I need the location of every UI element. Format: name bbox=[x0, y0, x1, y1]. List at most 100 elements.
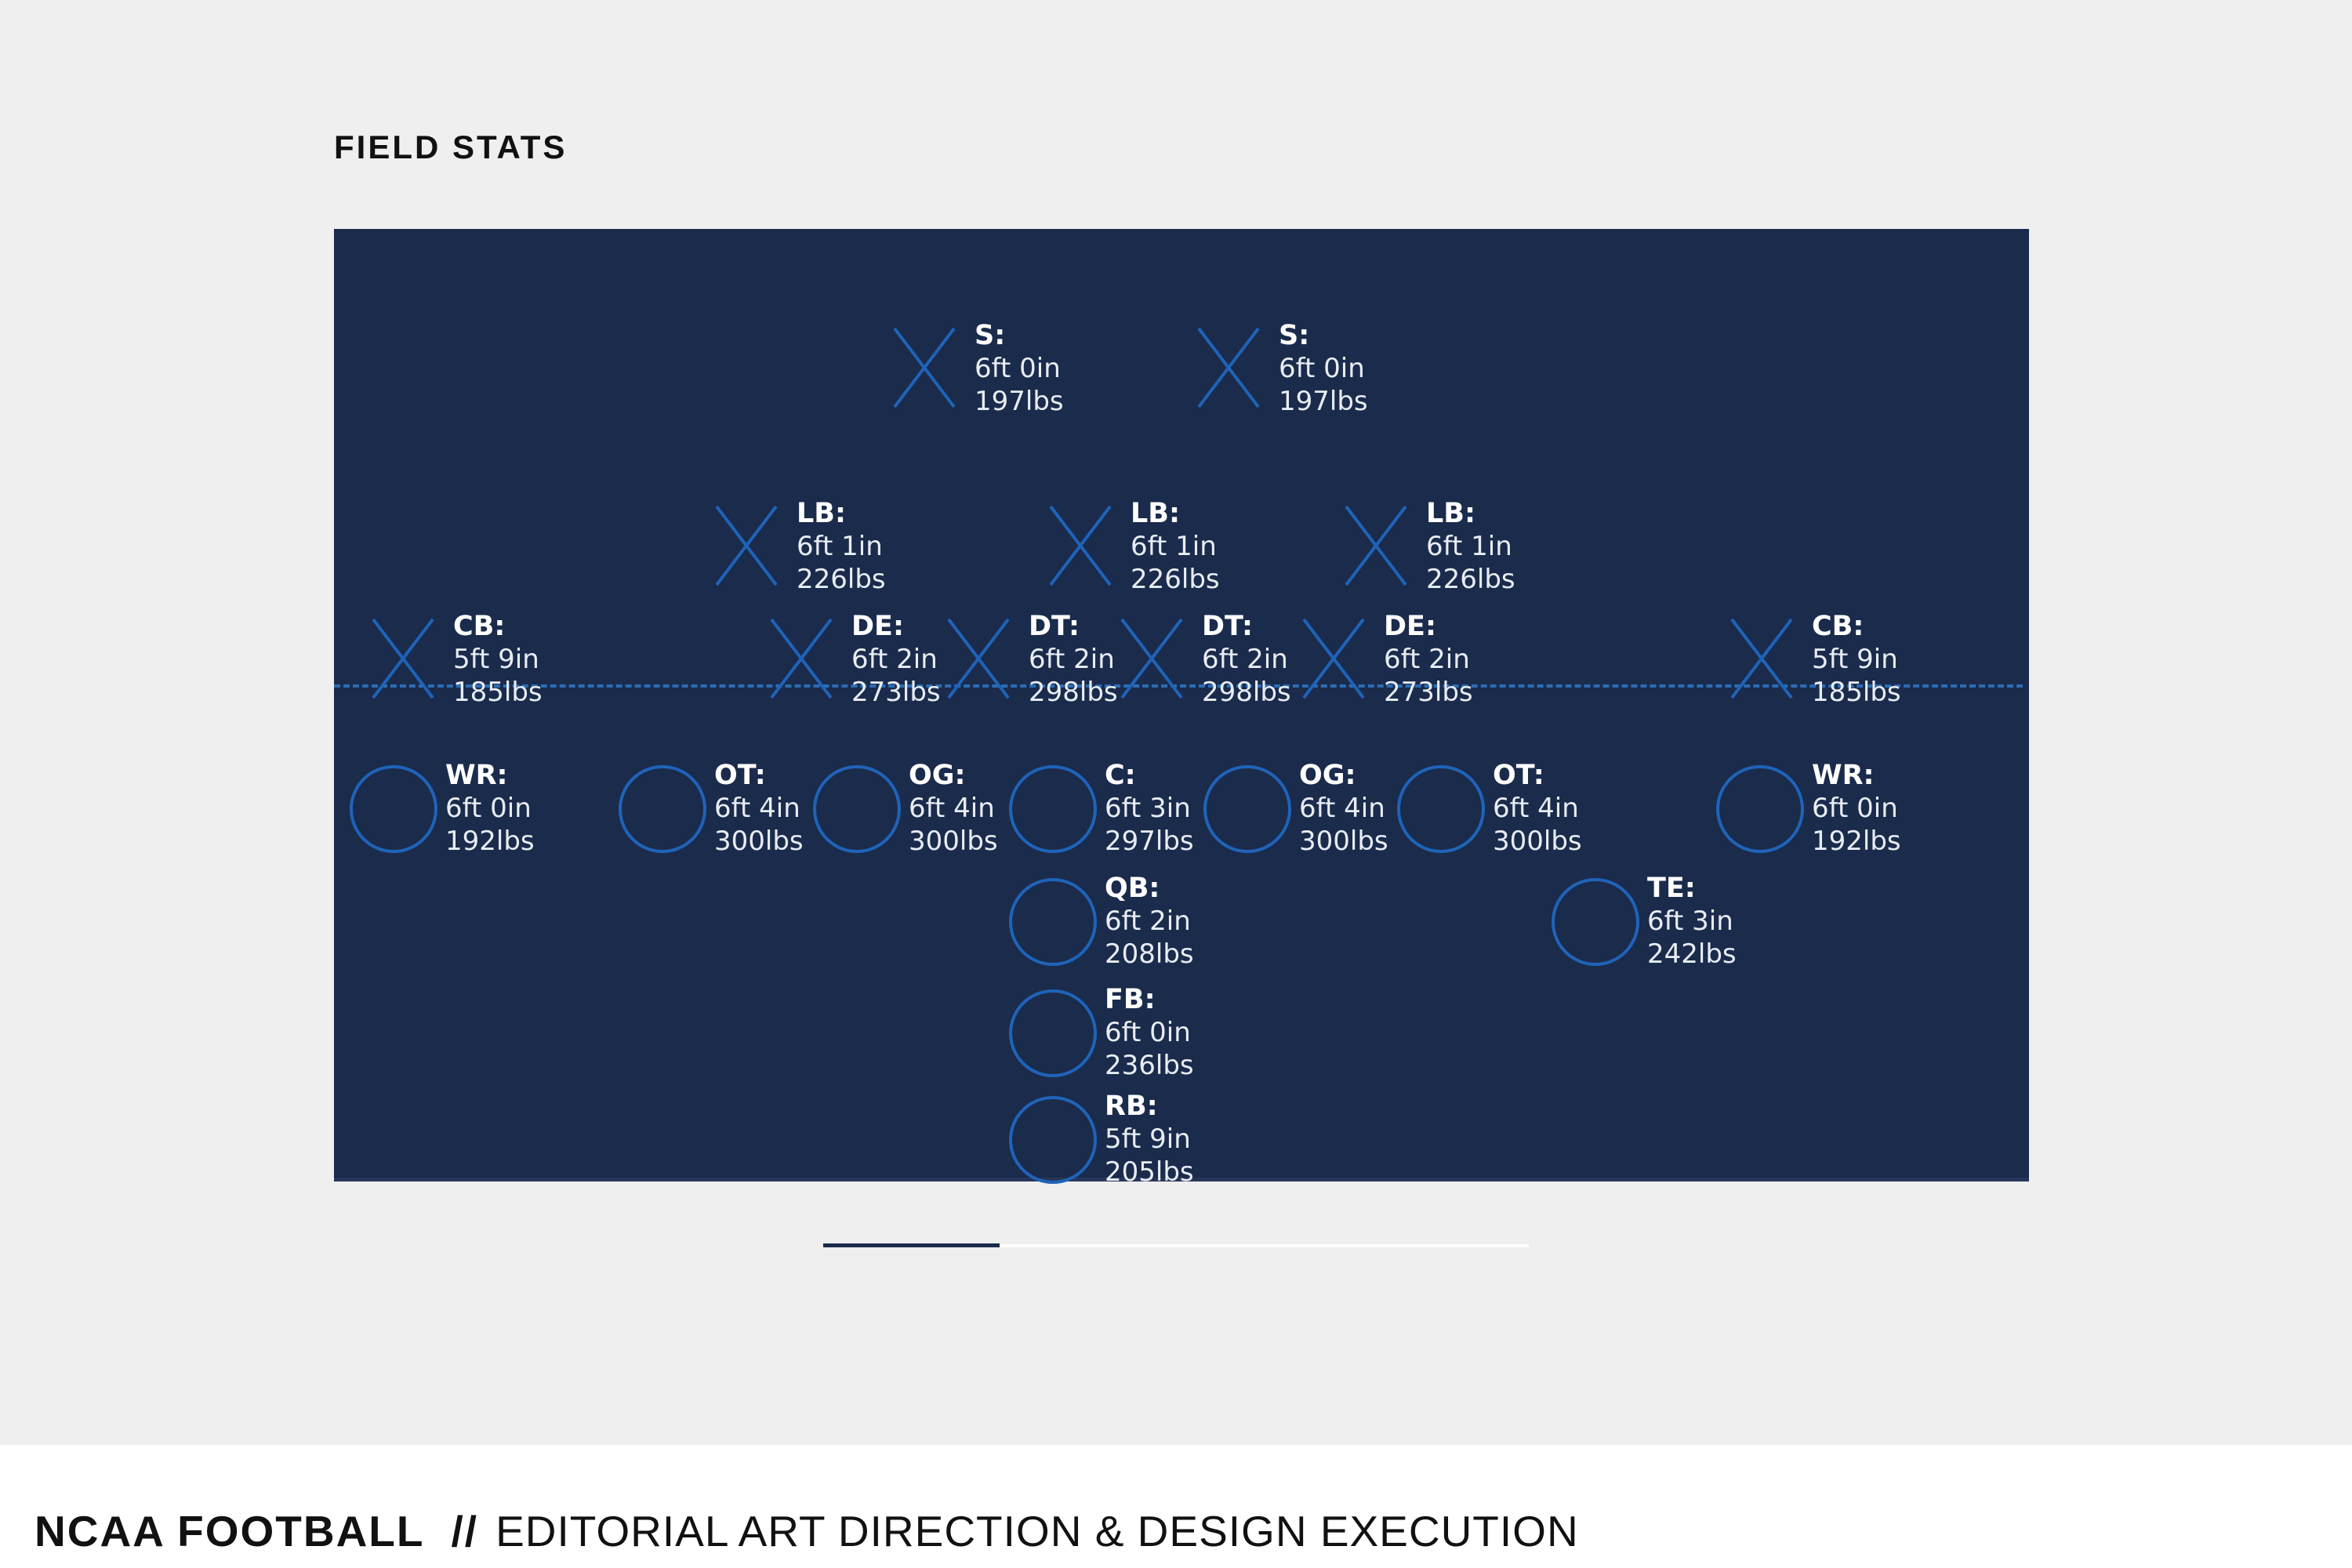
position-label: CB: bbox=[453, 611, 506, 642]
player-stats: LB: 6ft 1in 226lbs bbox=[1131, 497, 1220, 596]
player-stats: WR: 6ft 0in 192lbs bbox=[445, 759, 535, 858]
weight-value: 298lbs bbox=[1202, 677, 1291, 708]
position-label: DT: bbox=[1029, 611, 1080, 642]
weight-value: 300lbs bbox=[714, 826, 804, 857]
circle-marker-icon[interactable] bbox=[1202, 764, 1293, 855]
x-marker-icon[interactable] bbox=[1726, 616, 1796, 702]
player-stats: FB: 6ft 0in 236lbs bbox=[1105, 983, 1194, 1082]
footer-caption: NCAA FOOTBALL // EDITORIAL ART DIRECTION &… bbox=[34, 1506, 1579, 1556]
carousel-progress[interactable] bbox=[823, 1243, 1529, 1247]
position-label: QB: bbox=[1105, 873, 1160, 904]
position-label: DE: bbox=[851, 611, 904, 642]
player-stats: OG: 6ft 4in 300lbs bbox=[909, 759, 998, 858]
weight-value: 185lbs bbox=[1812, 677, 1901, 708]
weight-value: 226lbs bbox=[1426, 564, 1515, 595]
circle-marker-icon[interactable] bbox=[1550, 877, 1641, 967]
height-value: 6ft 0in bbox=[975, 353, 1061, 384]
weight-value: 297lbs bbox=[1105, 826, 1194, 857]
x-marker-icon[interactable] bbox=[1298, 616, 1368, 702]
player-stats: OT: 6ft 4in 300lbs bbox=[714, 759, 804, 858]
height-value: 6ft 2in bbox=[1202, 644, 1288, 675]
height-value: 6ft 4in bbox=[714, 793, 800, 824]
weight-value: 236lbs bbox=[1105, 1050, 1194, 1081]
footer-brand: NCAA FOOTBALL bbox=[34, 1507, 425, 1555]
position-label: DT: bbox=[1202, 611, 1254, 642]
height-value: 6ft 4in bbox=[909, 793, 995, 824]
player-stats: OT: 6ft 4in 300lbs bbox=[1493, 759, 1582, 858]
position-label: OT: bbox=[1493, 760, 1544, 791]
height-value: 5ft 9in bbox=[1812, 644, 1898, 675]
circle-marker-icon[interactable] bbox=[811, 764, 902, 855]
player-stats: WR: 6ft 0in 192lbs bbox=[1812, 759, 1901, 858]
x-marker-icon[interactable] bbox=[1192, 325, 1263, 412]
height-value: 6ft 3in bbox=[1105, 793, 1191, 824]
footer-bar bbox=[0, 1445, 2352, 1568]
circle-marker-icon[interactable] bbox=[1007, 1094, 1098, 1185]
height-value: 6ft 2in bbox=[851, 644, 938, 675]
weight-value: 185lbs bbox=[453, 677, 543, 708]
x-marker-icon[interactable] bbox=[1044, 503, 1115, 590]
football-field: S: 6ft 0in 197lbs S: 6ft 0in 197lbs LB: 6ft 1in… bbox=[334, 229, 2029, 1188]
height-value: 6ft 2in bbox=[1029, 644, 1115, 675]
player-stats: OG: 6ft 4in 300lbs bbox=[1299, 759, 1388, 858]
height-value: 6ft 0in bbox=[445, 793, 532, 824]
weight-value: 208lbs bbox=[1105, 938, 1194, 970]
x-marker-icon[interactable] bbox=[1116, 616, 1186, 702]
weight-value: 300lbs bbox=[1493, 826, 1582, 857]
position-label: CB: bbox=[1812, 611, 1864, 642]
position-label: DE: bbox=[1384, 611, 1436, 642]
x-marker-icon[interactable] bbox=[942, 616, 1013, 702]
height-value: 6ft 2in bbox=[1384, 644, 1470, 675]
circle-marker-icon[interactable] bbox=[1007, 877, 1098, 967]
height-value: 5ft 9in bbox=[453, 644, 539, 675]
position-label: OG: bbox=[1299, 760, 1356, 791]
player-stats: DT: 6ft 2in 298lbs bbox=[1202, 610, 1291, 709]
x-marker-icon[interactable] bbox=[710, 503, 781, 590]
weight-value: 197lbs bbox=[1279, 386, 1368, 417]
player-stats: S: 6ft 0in 197lbs bbox=[975, 319, 1064, 418]
position-label: C: bbox=[1105, 760, 1136, 791]
height-value: 6ft 0in bbox=[1105, 1017, 1191, 1048]
position-label: WR: bbox=[1812, 760, 1875, 791]
player-stats: DE: 6ft 2in 273lbs bbox=[1384, 610, 1473, 709]
field-bottom-edge bbox=[334, 1178, 2029, 1181]
position-label: S: bbox=[975, 320, 1006, 351]
position-label: LB: bbox=[797, 498, 846, 529]
height-value: 6ft 4in bbox=[1493, 793, 1579, 824]
carousel-progress-active bbox=[823, 1243, 1000, 1247]
weight-value: 242lbs bbox=[1647, 938, 1737, 970]
position-label: S: bbox=[1279, 320, 1310, 351]
circle-marker-icon[interactable] bbox=[1396, 764, 1486, 855]
player-stats: S: 6ft 0in 197lbs bbox=[1279, 319, 1368, 418]
page-title: FIELD STATS bbox=[334, 129, 568, 165]
circle-marker-icon[interactable] bbox=[1007, 764, 1098, 855]
circle-marker-icon[interactable] bbox=[1007, 988, 1098, 1079]
player-stats: C: 6ft 3in 297lbs bbox=[1105, 759, 1194, 858]
circle-marker-icon[interactable] bbox=[617, 764, 708, 855]
height-value: 6ft 1in bbox=[1131, 531, 1217, 562]
weight-value: 192lbs bbox=[1812, 826, 1901, 857]
height-value: 6ft 1in bbox=[797, 531, 883, 562]
x-marker-icon[interactable] bbox=[367, 616, 437, 702]
position-label: LB: bbox=[1426, 498, 1475, 529]
position-label: TE: bbox=[1647, 873, 1696, 904]
height-value: 6ft 0in bbox=[1812, 793, 1898, 824]
height-value: 6ft 2in bbox=[1105, 906, 1191, 937]
x-marker-icon[interactable] bbox=[1340, 503, 1410, 590]
position-label: WR: bbox=[445, 760, 508, 791]
weight-value: 226lbs bbox=[797, 564, 886, 595]
footer-separator: // bbox=[451, 1507, 479, 1555]
player-stats: RB: 5ft 9in 205lbs bbox=[1105, 1090, 1194, 1189]
height-value: 6ft 1in bbox=[1426, 531, 1512, 562]
position-label: OG: bbox=[909, 760, 966, 791]
circle-marker-icon[interactable] bbox=[348, 764, 439, 855]
player-stats: DT: 6ft 2in 298lbs bbox=[1029, 610, 1118, 709]
player-stats: CB: 5ft 9in 185lbs bbox=[453, 610, 543, 709]
weight-value: 192lbs bbox=[445, 826, 535, 857]
x-marker-icon[interactable] bbox=[765, 616, 836, 702]
x-marker-icon[interactable] bbox=[888, 325, 959, 412]
player-stats: LB: 6ft 1in 226lbs bbox=[1426, 497, 1515, 596]
weight-value: 300lbs bbox=[1299, 826, 1388, 857]
player-stats: DE: 6ft 2in 273lbs bbox=[851, 610, 941, 709]
circle-marker-icon[interactable] bbox=[1715, 764, 1806, 855]
